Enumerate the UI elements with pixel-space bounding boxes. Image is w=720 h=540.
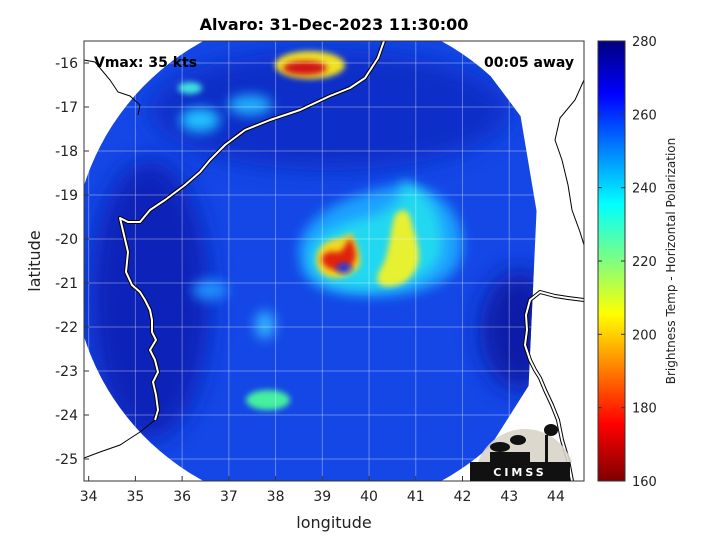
x-tick-label: 37: [220, 489, 238, 505]
west-cluster: [255, 311, 275, 339]
south-cluster: [246, 390, 290, 410]
x-tick-label: 38: [267, 489, 285, 505]
chart-title: Alvaro: 31-Dec-2023 11:30:00: [200, 15, 469, 34]
east-dark: [480, 270, 537, 390]
y-axis-label: latitude: [25, 230, 44, 291]
nw-cluster-3: [178, 82, 202, 94]
x-tick-label: 36: [173, 489, 191, 505]
x-tick-label: 39: [313, 489, 331, 505]
y-axis-ticks: -16 -17 -18 -19 -20 -21 -22 -23 -24 -25: [55, 56, 89, 468]
outer-ring-dark: [90, 160, 210, 440]
colorbar-tick-label: 220: [632, 255, 657, 270]
x-tick-label: 41: [407, 489, 425, 505]
cimss-logo: CIMSS: [470, 424, 572, 481]
colorbar-tick-label: 240: [632, 182, 657, 197]
colorbar-tick-label: 180: [632, 402, 657, 417]
vmax-annotation: Vmax: 35 kts: [94, 55, 197, 71]
logo-tower: [545, 435, 548, 462]
x-tick-label: 35: [126, 489, 144, 505]
logo-text: CIMSS: [493, 466, 546, 479]
y-tick-label: -19: [55, 188, 78, 204]
cold-band-north: [150, 50, 510, 170]
x-axis-ticks: 34 35 36 37 38 39 40 41 42 43 44: [80, 476, 565, 505]
x-axis-label: longitude: [296, 513, 371, 532]
y-tick-label: -24: [55, 408, 78, 424]
coastline-mainland: [119, 41, 385, 421]
spiral-band-yellow: [377, 210, 420, 287]
colorbar-tick-label: 200: [632, 328, 657, 343]
time-away-annotation: 00:05 away: [484, 55, 574, 71]
logo-building: [490, 452, 530, 462]
x-tick-label: 42: [454, 489, 472, 505]
y-tick-label: -23: [55, 364, 78, 380]
coastline-south: [84, 419, 156, 459]
coastline-madagascar: [524, 291, 584, 481]
y-tick-label: -18: [55, 144, 78, 160]
grid: [84, 41, 584, 481]
logo-tank: [544, 424, 558, 436]
y-tick-label: -21: [55, 276, 78, 292]
colorbar-tick-label: 160: [632, 475, 657, 490]
border-north: [84, 59, 141, 116]
nw-cluster-1: [180, 108, 220, 132]
y-tick-label: -20: [55, 232, 78, 248]
madagascar-north: [554, 79, 584, 246]
x-tick-label: 43: [500, 489, 518, 505]
axes-frame: [83, 40, 585, 482]
logo-dish-1: [490, 442, 510, 452]
coastline: [84, 41, 584, 481]
y-tick-label: -22: [55, 320, 78, 336]
colorbar-tick-label: 280: [632, 35, 657, 50]
y-tick-label: -16: [55, 56, 78, 72]
x-tick-label: 34: [80, 489, 98, 505]
swath-image: [84, 41, 537, 481]
mid-cluster: [192, 280, 228, 300]
y-tick-label: -25: [55, 452, 78, 468]
colorbar: [597, 40, 626, 482]
x-tick-label: 40: [360, 489, 378, 505]
nw-cluster-2: [228, 95, 272, 115]
colorbar-label: Brightness Temp - Horizontal Polarizatio…: [664, 138, 678, 385]
north-cluster-core: [283, 61, 327, 75]
y-tick-label: -17: [55, 100, 78, 116]
logo-dish-2: [510, 435, 526, 445]
colorbar-ticks: 280 260 240 220 200 180 160: [598, 35, 657, 490]
x-tick-label: 44: [547, 489, 565, 505]
colorbar-tick-label: 260: [632, 108, 657, 123]
logo-banner: [470, 462, 570, 481]
eye: [332, 259, 356, 277]
